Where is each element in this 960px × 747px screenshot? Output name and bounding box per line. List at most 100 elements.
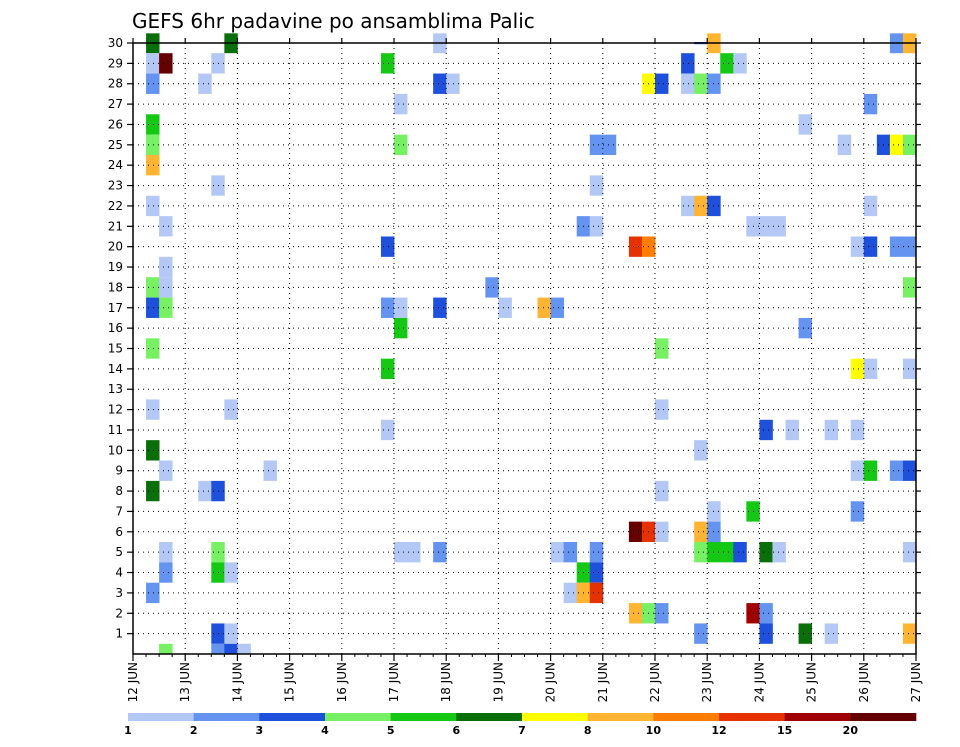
heatmap-cell (146, 73, 160, 94)
heatmap-cell (380, 236, 395, 257)
heatmap-cell (655, 603, 669, 624)
heatmap-cell (433, 297, 447, 318)
x-tick-label: 17 JUN (387, 662, 401, 702)
heatmap-cell (224, 623, 238, 644)
heatmap-cell (159, 297, 173, 318)
heatmap-cell (589, 134, 604, 156)
heatmap-cell (772, 216, 786, 237)
colorbar-label: 1 (124, 724, 132, 737)
heatmap-cell (433, 541, 447, 563)
heatmap-cell (433, 73, 447, 94)
heatmap-cell (772, 541, 786, 563)
heatmap-cell (681, 53, 695, 74)
heatmap-cell (146, 582, 160, 604)
y-tick-label: 28 (108, 77, 123, 91)
heatmap-cell (159, 562, 173, 583)
heatmap-cell (394, 93, 408, 115)
heatmap-cell (889, 236, 904, 257)
x-tick-label: 26 JUN (857, 662, 871, 702)
heatmap-cell (824, 419, 839, 441)
colorbar-label: 15 (777, 724, 792, 737)
heatmap-cell (159, 643, 173, 654)
heatmap-cell (628, 236, 643, 257)
y-tick-label: 14 (108, 362, 123, 376)
heatmap-cell (824, 623, 839, 644)
colorbar-label: 12 (711, 724, 726, 737)
colorbar-swatch (456, 713, 523, 721)
heatmap-cell (759, 419, 773, 441)
colorbar-label: 3 (256, 724, 264, 737)
heatmap-cell (759, 623, 773, 644)
heatmap-cell (798, 114, 812, 135)
y-tick-label: 21 (108, 219, 123, 233)
y-tick-label: 3 (115, 586, 123, 600)
heatmap-cell (146, 338, 160, 359)
heatmap-cell (863, 93, 878, 115)
y-tick-label: 26 (108, 117, 123, 131)
colorbar-label: 20 (843, 724, 859, 737)
heatmap-cell (563, 582, 578, 604)
heatmap-cell (224, 562, 238, 583)
y-tick-label: 19 (108, 260, 123, 274)
heatmap-cell (798, 317, 812, 339)
heatmap-cell (211, 643, 225, 654)
y-tick-label: 8 (115, 484, 123, 498)
heatmap-cell (850, 419, 865, 441)
heatmap-cell (159, 256, 173, 278)
heatmap-cell (589, 175, 604, 196)
colorbar-label: 4 (321, 724, 329, 737)
x-tick-label: 21 JUN (596, 662, 610, 702)
heatmap-cell (563, 541, 578, 563)
y-tick-label: 18 (108, 280, 123, 294)
heatmap-cell (863, 358, 878, 380)
heatmap-cell (589, 562, 604, 583)
x-tick-label: 14 JUN (230, 662, 244, 702)
heatmap-cell (380, 419, 395, 441)
y-tick-label: 4 (115, 566, 123, 580)
heatmap-cell (263, 460, 277, 481)
heatmap-cell (159, 541, 173, 563)
heatmap-cell (902, 541, 917, 563)
x-tick-label: 16 JUN (335, 662, 349, 702)
y-tick-label: 2 (115, 606, 123, 620)
colorbar-swatch (522, 713, 588, 721)
heatmap-cell (446, 73, 460, 94)
heatmap-cell (159, 53, 173, 74)
heatmap-cell (146, 297, 160, 318)
x-tick-label: 20 JUN (544, 662, 558, 702)
heatmap-cell (628, 521, 643, 542)
y-tick-label: 30 (108, 36, 123, 50)
heatmap-cell (602, 134, 617, 156)
y-tick-label: 1 (115, 627, 123, 641)
colorbar-swatch (587, 713, 654, 721)
heatmap-cell (759, 603, 773, 624)
heatmap-cell (537, 297, 551, 318)
x-tick-label: 15 JUN (283, 662, 297, 702)
colorbar-swatch (784, 713, 851, 721)
heatmap-cell (146, 277, 160, 298)
heatmap-cell (224, 643, 238, 654)
colorbar-label: 8 (584, 724, 592, 737)
heatmap-cell (146, 134, 160, 156)
heatmap-cell (681, 195, 695, 217)
y-tick-label: 22 (108, 199, 123, 213)
heatmap-cell (498, 297, 512, 318)
heatmap-cell (837, 134, 852, 156)
y-tick-label: 27 (108, 97, 123, 111)
heatmap-cell (850, 236, 865, 257)
heatmap-cell (224, 399, 238, 420)
y-tick-label: 23 (108, 179, 123, 193)
heatmap-cell (655, 338, 669, 359)
colorbar-label: 2 (190, 724, 198, 737)
heatmap-cell (394, 134, 408, 156)
x-tick-label: 27 JUN (909, 662, 923, 702)
heatmap-cell (146, 440, 160, 461)
heatmap-cell (785, 419, 799, 441)
colorbar-swatch (193, 713, 260, 721)
heatmap-cell (146, 399, 160, 420)
heatmap-cell (589, 582, 604, 604)
heatmap-cell (694, 440, 708, 461)
heatmap-cell (550, 541, 565, 563)
heatmap-cell (146, 480, 160, 502)
y-tick-label: 12 (108, 403, 123, 417)
